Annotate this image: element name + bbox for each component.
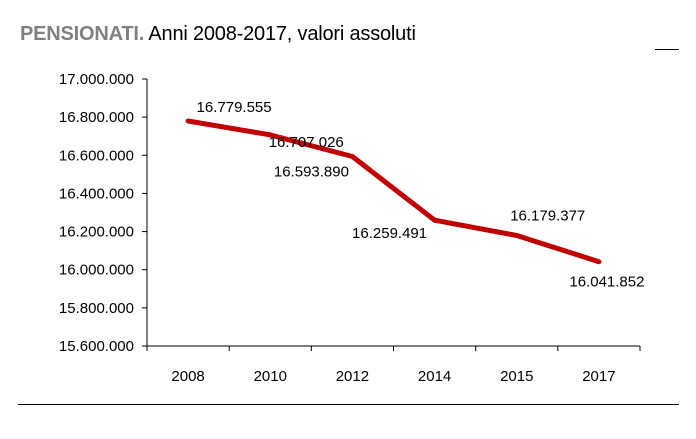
y-tick-label: 16.800.000 <box>59 109 134 126</box>
data-label: 16.779.555 <box>197 99 272 116</box>
data-point <box>185 118 191 124</box>
data-point <box>432 217 438 223</box>
chart-axes <box>142 78 641 351</box>
data-label: 16.593.890 <box>274 163 349 180</box>
data-label: 16.179.377 <box>510 208 585 225</box>
x-tick-label: 2015 <box>500 368 533 385</box>
data-label: 16.259.491 <box>352 225 427 242</box>
data-point <box>267 132 273 138</box>
series-line <box>187 118 600 265</box>
top-rule <box>655 49 679 50</box>
y-tick-label: 15.600.000 <box>59 338 134 355</box>
x-tick-label: 2010 <box>254 368 287 385</box>
y-tick-label: 16.200.000 <box>59 224 134 241</box>
chart-series <box>185 118 602 265</box>
chart-tick-labels: 15.600.000 15.800.000 16.000.000 16.200.000… <box>59 71 616 385</box>
y-tick-label: 16.000.000 <box>59 262 134 279</box>
y-tick-label: 17.000.000 <box>59 71 134 88</box>
chart-title: PENSIONATI. Anni 2008-2017, valori assol… <box>20 22 416 46</box>
y-tick-label: 15.800.000 <box>59 300 134 317</box>
data-label: 16.707.026 <box>269 134 344 151</box>
data-point <box>349 153 355 159</box>
x-tick-label: 2008 <box>171 368 204 385</box>
chart-title-rest: Anni 2008-2017, valori assoluti <box>148 23 416 45</box>
chart-data-labels: 16.779.555 16.707.026 16.593.890 16.259.491… <box>197 99 645 291</box>
y-tick-label: 16.400.000 <box>59 185 134 202</box>
x-tick-label: 2012 <box>336 368 369 385</box>
x-tick-label: 2017 <box>582 368 615 385</box>
data-point <box>596 259 602 265</box>
y-tick-label: 16.600.000 <box>59 147 134 164</box>
bottom-rule <box>18 404 679 405</box>
data-label: 16.041.852 <box>569 274 644 291</box>
chart-title-bold: PENSIONATI. <box>20 23 145 45</box>
x-tick-label: 2014 <box>418 368 451 385</box>
data-point <box>514 233 520 239</box>
